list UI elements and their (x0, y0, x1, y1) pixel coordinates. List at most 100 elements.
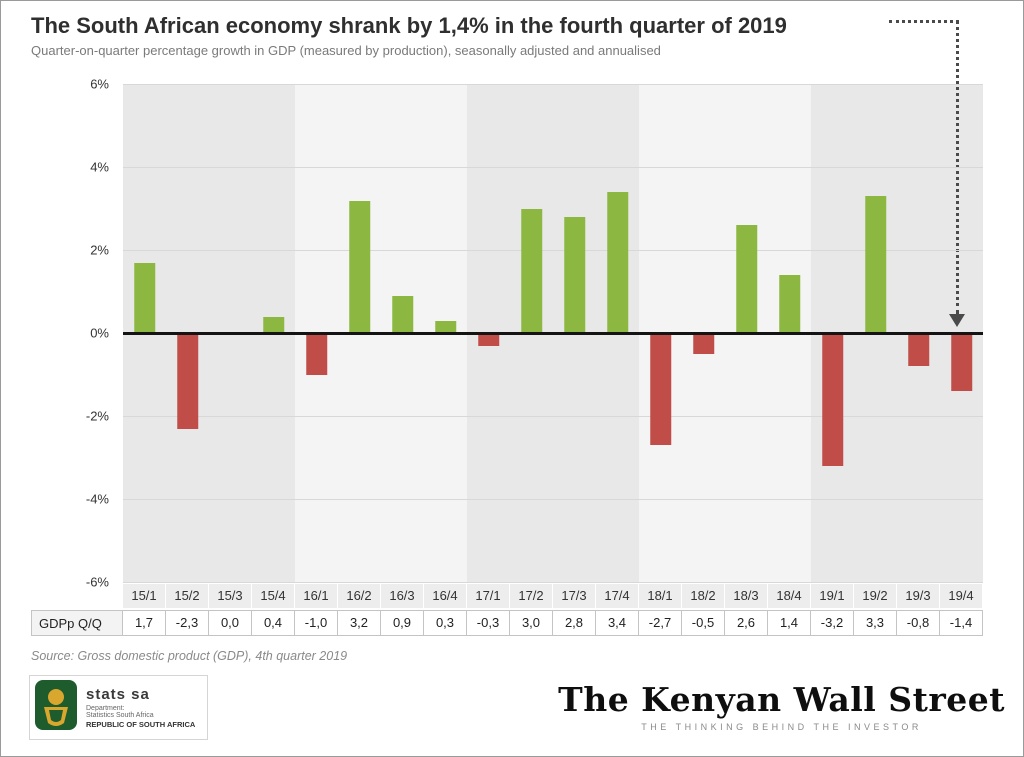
table-cell: 0,0 (209, 611, 252, 636)
x-label: 15/1 (123, 582, 166, 609)
y-axis: 6% 4% 2% 0% -2% -4% -6% (31, 77, 123, 590)
bar-17/2 (520, 208, 543, 334)
bar-17/1 (477, 333, 500, 346)
stats-sa-dept-line2: Statistics South Africa (86, 712, 154, 720)
x-label: 19/3 (897, 582, 940, 609)
table-cell: 2,8 (553, 611, 596, 636)
table-cell: -2,3 (166, 611, 209, 636)
table-row-label: GDPp Q/Q (32, 611, 123, 636)
bar-15/2 (176, 333, 199, 429)
annotation-arrow-head-icon (949, 314, 965, 327)
bar-15/4 (262, 316, 285, 334)
table-cell: 0,4 (252, 611, 295, 636)
table-cell: 2,6 (725, 611, 768, 636)
x-label: 15/2 (166, 582, 209, 609)
x-label: 18/3 (725, 582, 768, 609)
x-label: 16/4 (424, 582, 467, 609)
table-cell: -0,5 (682, 611, 725, 636)
bar-18/2 (692, 333, 715, 355)
bar-16/3 (391, 295, 414, 334)
kws-title: The Kenyan Wall Street (558, 680, 1005, 720)
bar-18/3 (735, 225, 758, 334)
table-cell: 3,3 (854, 611, 897, 636)
bar-19/3 (907, 333, 930, 367)
stats-sa-logo: stats sa Department: Statistics South Af… (29, 675, 209, 741)
x-label: 17/1 (467, 582, 510, 609)
y-tick-label: 6% (90, 76, 109, 92)
x-label: 17/4 (596, 582, 639, 609)
kenyan-wall-street-logo: The Kenyan Wall Street THE THINKING BEHI… (558, 683, 1005, 732)
stats-sa-coat-of-arms-icon (34, 679, 78, 736)
gdp-bar-chart: 6% 4% 2% 0% -2% -4% -6% 15/1 15/2 15/3 15/4 16/1 16… (31, 77, 983, 637)
y-tick-label: 0% (90, 325, 109, 341)
gridline (123, 416, 983, 418)
table-cell: 3,0 (510, 611, 553, 636)
x-label: 18/2 (682, 582, 725, 609)
header: The South African economy shrank by 1,4%… (31, 13, 993, 58)
zero-line (123, 332, 983, 336)
table-cell: -0,8 (897, 611, 940, 636)
bar-18/1 (649, 333, 672, 446)
bar-17/4 (606, 192, 629, 334)
x-label: 16/1 (295, 582, 338, 609)
kws-tagline: THE THINKING BEHIND THE INVESTOR (641, 722, 922, 733)
bar-19/1 (821, 333, 844, 467)
x-axis-labels: 15/1 15/2 15/3 15/4 16/1 16/2 16/3 16/4 17/1 17/2… (31, 582, 983, 609)
table-cell: 0,9 (381, 611, 424, 636)
x-label: 17/3 (553, 582, 596, 609)
bar-17/3 (563, 217, 586, 334)
table-cell: 1,7 (123, 611, 166, 636)
x-label: 18/4 (768, 582, 811, 609)
gridline (123, 167, 983, 169)
table-cell: -1,4 (940, 611, 982, 636)
footer: stats sa Department: Statistics South Af… (29, 675, 1005, 741)
x-label: 19/1 (811, 582, 854, 609)
table-cell: 1,4 (768, 611, 811, 636)
table-cell: 0,3 (424, 611, 467, 636)
plot-area (123, 84, 983, 584)
annotation-arrow-vertical (956, 20, 959, 314)
stats-sa-dept-line1: Department: (86, 705, 125, 713)
x-label: 16/2 (338, 582, 381, 609)
x-label: 15/3 (209, 582, 252, 609)
y-tick-label: -6% (85, 574, 109, 590)
x-axis-spacer (31, 582, 123, 609)
x-label: 19/2 (854, 582, 897, 609)
table-cell: 3,2 (338, 611, 381, 636)
gridline (123, 499, 983, 501)
x-label: 15/4 (252, 582, 295, 609)
data-table-row: GDPp Q/Q 1,7 -2,3 0,0 0,4 -1,0 3,2 0,9 0,3 -0,3 3… (31, 610, 983, 637)
bar-19/2 (864, 196, 887, 334)
gridline (123, 250, 983, 252)
y-tick-label: -2% (85, 408, 109, 424)
table-cell: -2,7 (639, 611, 682, 636)
table-cell: -0,3 (467, 611, 510, 636)
y-tick-label: -4% (85, 491, 109, 507)
bar-16/4 (434, 320, 457, 334)
bar-19/4 (950, 333, 973, 392)
bar-15/1 (133, 262, 156, 334)
y-tick-label: 4% (90, 159, 109, 175)
bar-16/2 (348, 200, 371, 334)
stats-sa-text: stats sa Department: Statistics South Af… (86, 686, 195, 729)
y-tick-label: 2% (90, 242, 109, 258)
annotation-arrow-horizontal (889, 20, 959, 23)
table-cell: -1,0 (295, 611, 338, 636)
x-label: 16/3 (381, 582, 424, 609)
page-title: The South African economy shrank by 1,4%… (31, 13, 787, 38)
source-note: Source: Gross domestic product (GDP), 4t… (31, 649, 348, 664)
stats-sa-country: REPUBLIC OF SOUTH AFRICA (86, 720, 196, 730)
bar-18/4 (778, 275, 801, 334)
stats-sa-name: stats sa (86, 686, 150, 704)
plot-row: 6% 4% 2% 0% -2% -4% -6% (31, 77, 983, 590)
x-label: 19/4 (940, 582, 983, 609)
gridline (123, 84, 983, 86)
gridline (123, 582, 983, 584)
x-label: 17/2 (510, 582, 553, 609)
table-cell: -3,2 (811, 611, 854, 636)
x-label: 18/1 (639, 582, 682, 609)
page-subtitle: Quarter-on-quarter percentage growth in … (31, 43, 661, 59)
bar-16/1 (305, 333, 328, 375)
table-cell: 3,4 (596, 611, 639, 636)
